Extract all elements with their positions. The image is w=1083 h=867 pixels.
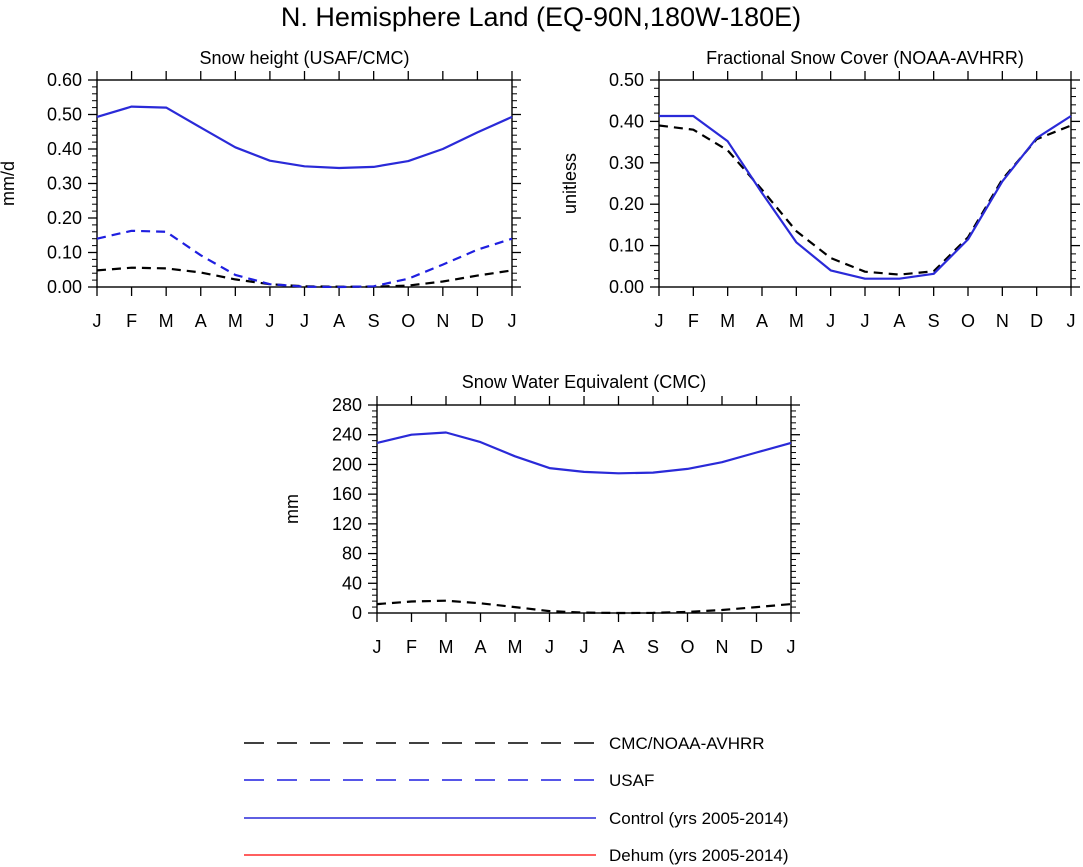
snow-height-series-usaf — [96, 229, 513, 289]
snow-cover-x-tick-label: A — [893, 311, 905, 331]
snow-height-y-axis-title: mm/d — [0, 161, 18, 206]
snow-height-y-tick-label: 0.40 — [47, 139, 82, 159]
snow-cover-series-control-yrs-2005-2014 — [659, 114, 1072, 280]
snow-height-x-tick-label: J — [265, 311, 274, 331]
snow-height-x-tick-label: D — [471, 311, 484, 331]
snow-cover-y-tick-label: 0.20 — [609, 194, 644, 214]
snow-height-y-tick-label: 0.10 — [47, 243, 82, 263]
snow-height-y-tick-label: 0.50 — [47, 105, 82, 125]
snow-cover-y-axis-title: unitless — [560, 153, 580, 214]
snow-cover-x-tick-label: D — [1030, 311, 1043, 331]
snow-height-x-tick-label: S — [368, 311, 380, 331]
snow-height-x-tick-label: J — [300, 311, 309, 331]
snow-cover-y-tick-label: 0.10 — [609, 236, 644, 256]
swe-title: Snow Water Equivalent (CMC) — [462, 372, 706, 392]
swe-y-tick-label: 40 — [342, 573, 362, 593]
figure-title: N. Hemisphere Land (EQ-90N,180W-180E) — [281, 2, 801, 32]
snow-height-x-tick-label: J — [508, 311, 517, 331]
swe-x-tick-label: J — [787, 637, 796, 657]
snow-cover-title: Fractional Snow Cover (NOAA-AVHRR) — [706, 48, 1024, 68]
swe-y-tick-label: 240 — [332, 425, 362, 445]
legend-label-control: Control (yrs 2005-2014) — [609, 809, 789, 828]
snow-cover-x-tick-label: N — [996, 311, 1009, 331]
legend: CMC/NOAA-AVHRR USAF Control (yrs 2005-20… — [244, 734, 789, 865]
snow-height-title: Snow height (USAF/CMC) — [199, 48, 409, 68]
snow-height-series-cmc-noaa-avhrr — [96, 266, 513, 288]
snow-cover-y-tick-label: 0.30 — [609, 153, 644, 173]
snow-cover-y-tick-label: 0.40 — [609, 111, 644, 131]
snow-height-series-control-yrs-2005-2014 — [96, 105, 513, 170]
swe-x-tick-label: M — [508, 637, 523, 657]
swe-series-control-yrs-2005-2014 — [376, 431, 792, 475]
swe-x-tick-label: F — [406, 637, 417, 657]
snow-cover-x-tick-label: M — [720, 311, 735, 331]
snow-height-x-tick-label: M — [228, 311, 243, 331]
legend-label-dehum: Dehum (yrs 2005-2014) — [609, 846, 789, 865]
snow-height-y-tick-label: 0.00 — [47, 277, 82, 297]
swe-panel: Snow Water Equivalent (CMC) mm 0 40 80 120 160… — [282, 372, 800, 657]
snow-cover-x-tick-label: A — [756, 311, 768, 331]
swe-y-axis-title: mm — [282, 494, 302, 524]
swe-x-tick-label: O — [680, 637, 694, 657]
swe-y-tick-label: 280 — [332, 395, 362, 415]
snow-cover-panel: Fractional Snow Cover (NOAA-AVHRR) unitle… — [560, 48, 1080, 331]
snow-cover-series-cmc-noaa-avhrr — [658, 124, 1072, 276]
snow-cover-x-tick-label: F — [688, 311, 699, 331]
snow-height-x-tick-label: O — [401, 311, 415, 331]
swe-y-tick-label: 160 — [332, 484, 362, 504]
snow-height-x-tick-label: N — [436, 311, 449, 331]
snow-height-plot-frame — [96, 79, 513, 288]
swe-y-tick-label: 200 — [332, 454, 362, 474]
snow-cover-plot-frame — [658, 79, 1072, 288]
swe-x-tick-label: J — [580, 637, 589, 657]
swe-y-tick-label: 120 — [332, 514, 362, 534]
swe-x-tick-label: A — [612, 637, 624, 657]
snow-cover-x-tick-label: J — [861, 311, 870, 331]
snow-height-panel: Snow height (USAF/CMC) mm/d 0.00 0.10 0.20 0.… — [0, 48, 521, 331]
snow-height-y-tick-label: 0.20 — [47, 208, 82, 228]
swe-series-cmc-noaa-avhrr — [376, 599, 792, 615]
swe-x-tick-label: N — [716, 637, 729, 657]
legend-label-cmc: CMC/NOAA-AVHRR — [609, 734, 765, 753]
snow-height-x-tick-label: J — [93, 311, 102, 331]
snow-cover-y-tick-label: 0.50 — [609, 70, 644, 90]
snow-height-y-tick-label: 0.60 — [47, 70, 82, 90]
snow-height-x-tick-label: F — [126, 311, 137, 331]
swe-plot-frame — [376, 404, 792, 614]
snow-cover-x-tick-label: J — [1067, 311, 1076, 331]
swe-x-tick-label: D — [750, 637, 763, 657]
swe-y-tick-label: 80 — [342, 544, 362, 564]
swe-x-tick-label: J — [545, 637, 554, 657]
snow-cover-x-tick-label: M — [789, 311, 804, 331]
snow-height-x-tick-label: A — [195, 311, 207, 331]
swe-x-tick-label: J — [373, 637, 382, 657]
snow-cover-x-tick-label: J — [655, 311, 664, 331]
legend-label-usaf: USAF — [609, 771, 654, 790]
swe-x-tick-label: M — [439, 637, 454, 657]
snow-height-x-tick-label: M — [159, 311, 174, 331]
snow-cover-y-tick-label: 0.00 — [609, 277, 644, 297]
swe-x-tick-label: S — [647, 637, 659, 657]
snow-cover-x-tick-label: O — [961, 311, 975, 331]
swe-y-tick-label: 0 — [352, 603, 362, 623]
snow-height-x-tick-label: A — [333, 311, 345, 331]
snow-cover-x-tick-label: S — [928, 311, 940, 331]
snow-height-y-tick-label: 0.30 — [47, 174, 82, 194]
swe-x-tick-label: A — [474, 637, 486, 657]
snow-cover-x-tick-label: J — [826, 311, 835, 331]
